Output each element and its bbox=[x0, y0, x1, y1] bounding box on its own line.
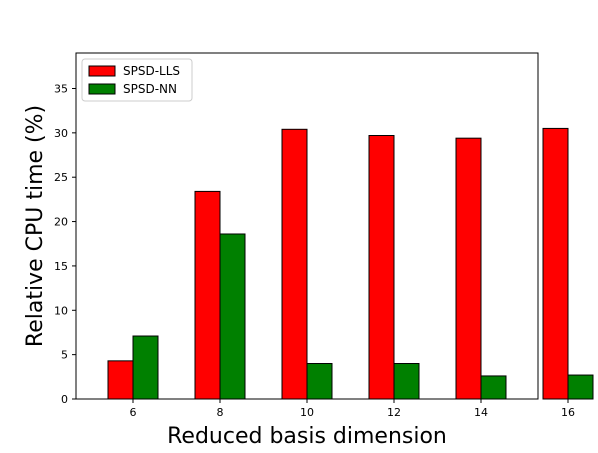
bar-spsd-lls-8 bbox=[194, 190, 221, 400]
bar-spsd-lls-14 bbox=[455, 137, 482, 400]
y-tick-label: 15 bbox=[54, 260, 68, 273]
x-tick-label: 16 bbox=[561, 406, 575, 419]
y-tick-label: 35 bbox=[54, 82, 68, 95]
legend: SPSD-LLS SPSD-NN bbox=[81, 58, 193, 102]
bar-spsd-lls-10 bbox=[281, 128, 308, 400]
bar-spsd-nn-8 bbox=[219, 233, 246, 400]
x-tick-label: 6 bbox=[130, 406, 137, 419]
x-tick-label: 14 bbox=[474, 406, 488, 419]
bar-spsd-nn-12 bbox=[393, 363, 420, 400]
bar-spsd-lls-6 bbox=[107, 360, 134, 400]
bars-layer bbox=[107, 127, 594, 400]
legend-swatch-spsd-lls bbox=[88, 65, 116, 77]
bar-spsd-lls-16 bbox=[542, 127, 569, 400]
y-axis-title: Relative CPU time (%) bbox=[23, 105, 48, 347]
legend-swatch-spsd-nn bbox=[88, 83, 116, 95]
y-tick-label: 5 bbox=[61, 349, 68, 362]
x-tick-label: 12 bbox=[387, 406, 401, 419]
legend-label-spsd-lls: SPSD-LLS bbox=[123, 64, 180, 78]
bar-spsd-nn-14 bbox=[480, 375, 507, 400]
x-tick-label: 8 bbox=[217, 406, 224, 419]
y-tick-label: 10 bbox=[54, 304, 68, 317]
x-axis-title: Reduced basis dimension bbox=[167, 424, 447, 449]
bar-spsd-nn-16 bbox=[567, 374, 594, 400]
bar-spsd-nn-6 bbox=[132, 335, 159, 400]
x-tick-label: 10 bbox=[300, 406, 314, 419]
ticks-layer: 68101214161805101520253035 bbox=[54, 82, 575, 419]
plot-frame bbox=[75, 52, 539, 400]
y-tick-label: 20 bbox=[54, 216, 68, 229]
legend-label-spsd-nn: SPSD-NN bbox=[123, 82, 177, 96]
bar-spsd-lls-12 bbox=[368, 135, 395, 400]
y-tick-label: 30 bbox=[54, 127, 68, 140]
y-tick-label: 25 bbox=[54, 171, 68, 184]
bar-spsd-nn-10 bbox=[306, 363, 333, 400]
y-tick-label: 0 bbox=[61, 393, 68, 406]
